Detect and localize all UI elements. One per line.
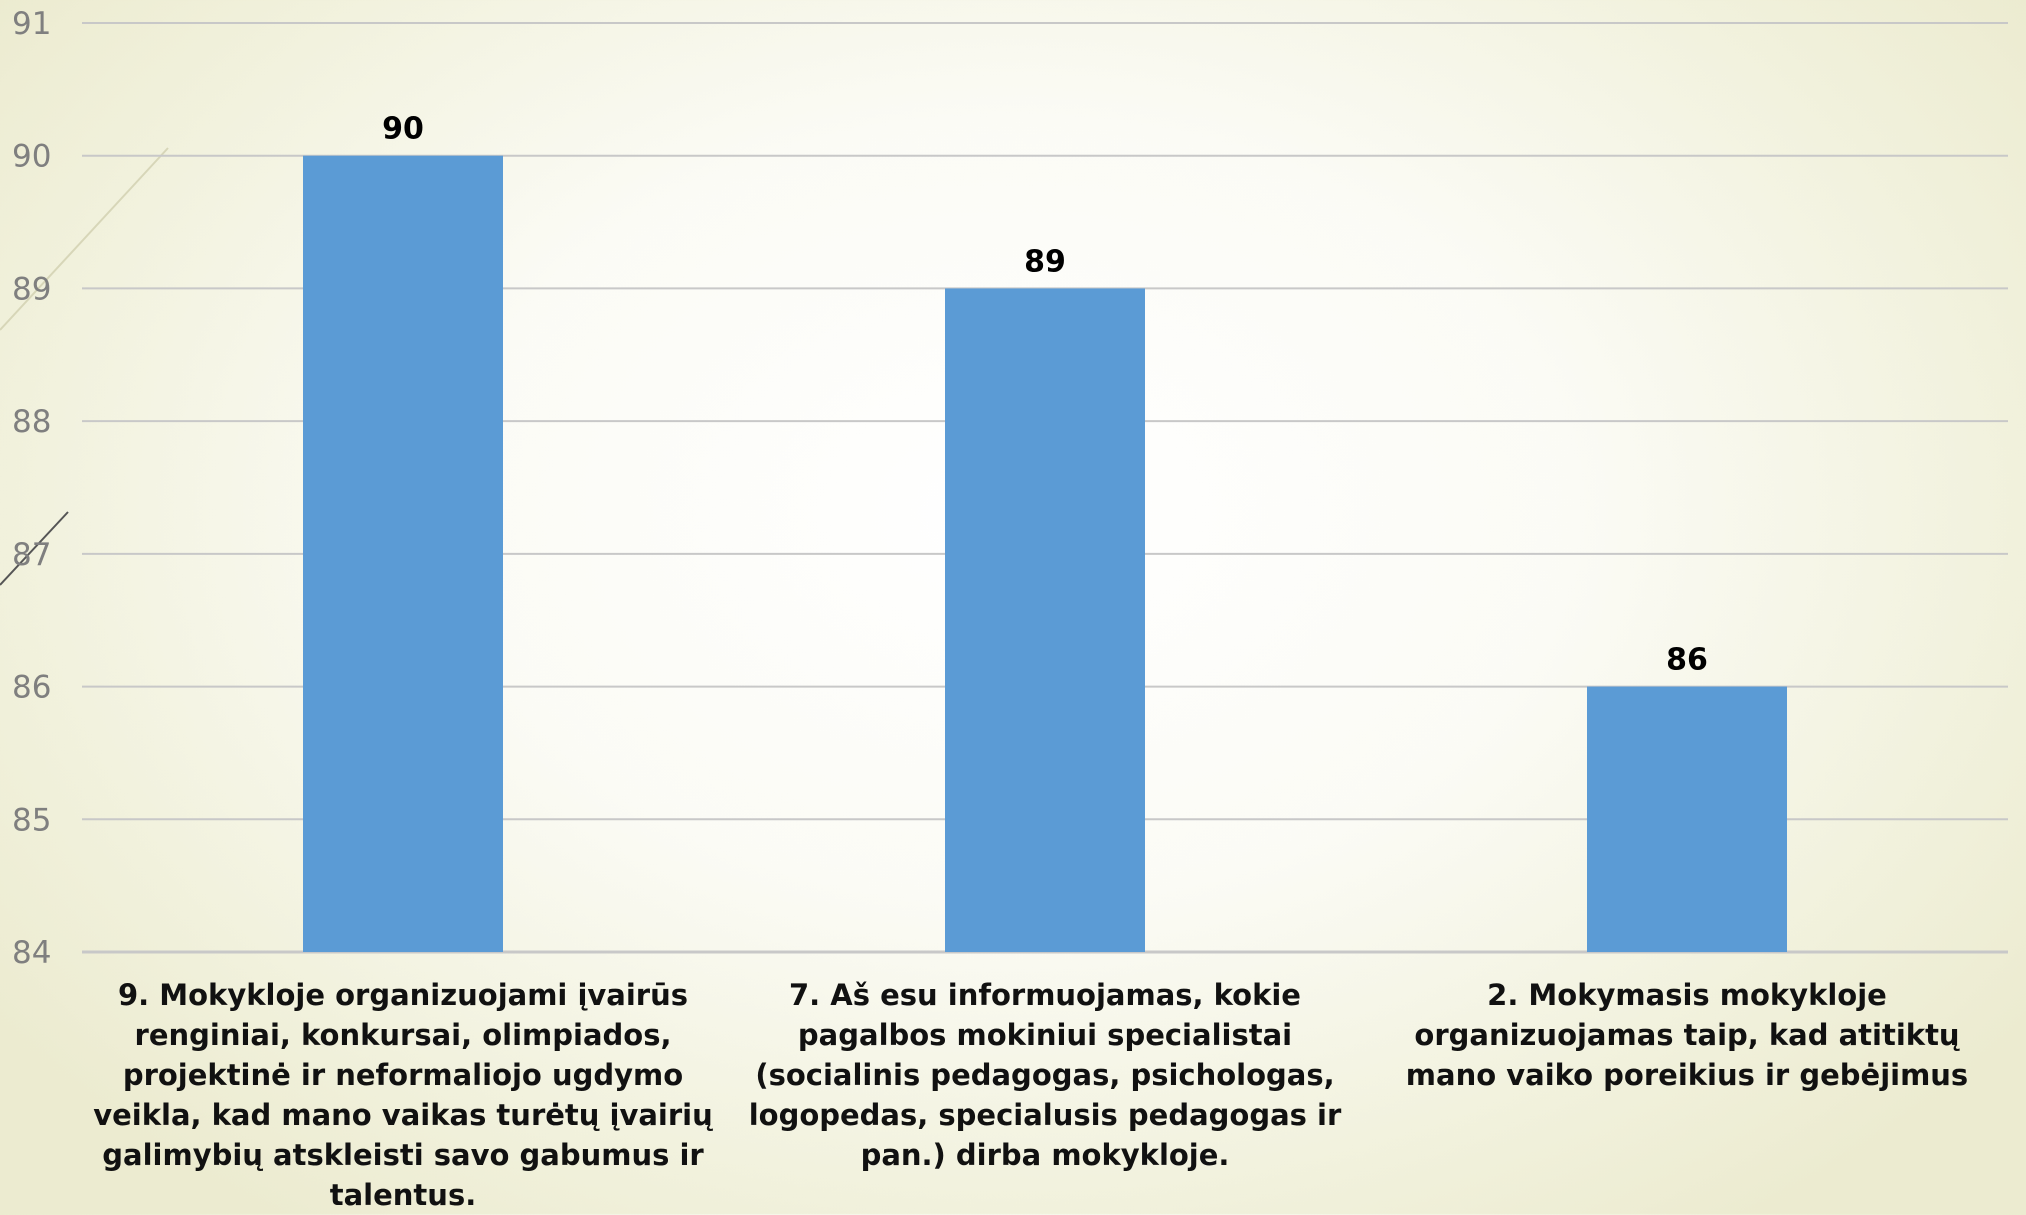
y-tick-label: 91 bbox=[12, 6, 51, 42]
x-category-label: 9. Mokykloje organizuojami įvairūs rengi… bbox=[93, 978, 713, 1212]
y-tick-label: 88 bbox=[12, 404, 51, 440]
data-label: 86 bbox=[1666, 643, 1708, 678]
y-tick-label: 87 bbox=[12, 537, 51, 573]
decor-line bbox=[0, 147, 169, 331]
x-category-label: 2. Mokymasis mokykloje organizuojamas ta… bbox=[1405, 978, 1969, 1092]
background-decoration bbox=[0, 147, 169, 586]
data-label: 90 bbox=[382, 112, 424, 147]
decor-line bbox=[0, 511, 69, 586]
y-axis-ticks: 84 85 86 87 88 89 90 91 bbox=[12, 6, 51, 971]
y-tick-label: 90 bbox=[12, 139, 51, 175]
x-category-label: 7. Aš esu informuojamas, kokie pagalbos … bbox=[748, 978, 1342, 1172]
y-tick-label: 85 bbox=[12, 802, 51, 838]
bars bbox=[303, 155, 1787, 952]
bar bbox=[303, 155, 503, 952]
bar bbox=[945, 288, 1145, 952]
y-tick-label: 86 bbox=[12, 670, 51, 706]
y-tick-label: 84 bbox=[12, 935, 51, 971]
data-labels: 90 89 86 bbox=[382, 112, 1708, 678]
bar bbox=[1587, 686, 1787, 952]
y-tick-label: 89 bbox=[12, 271, 51, 307]
data-label: 89 bbox=[1024, 244, 1066, 279]
